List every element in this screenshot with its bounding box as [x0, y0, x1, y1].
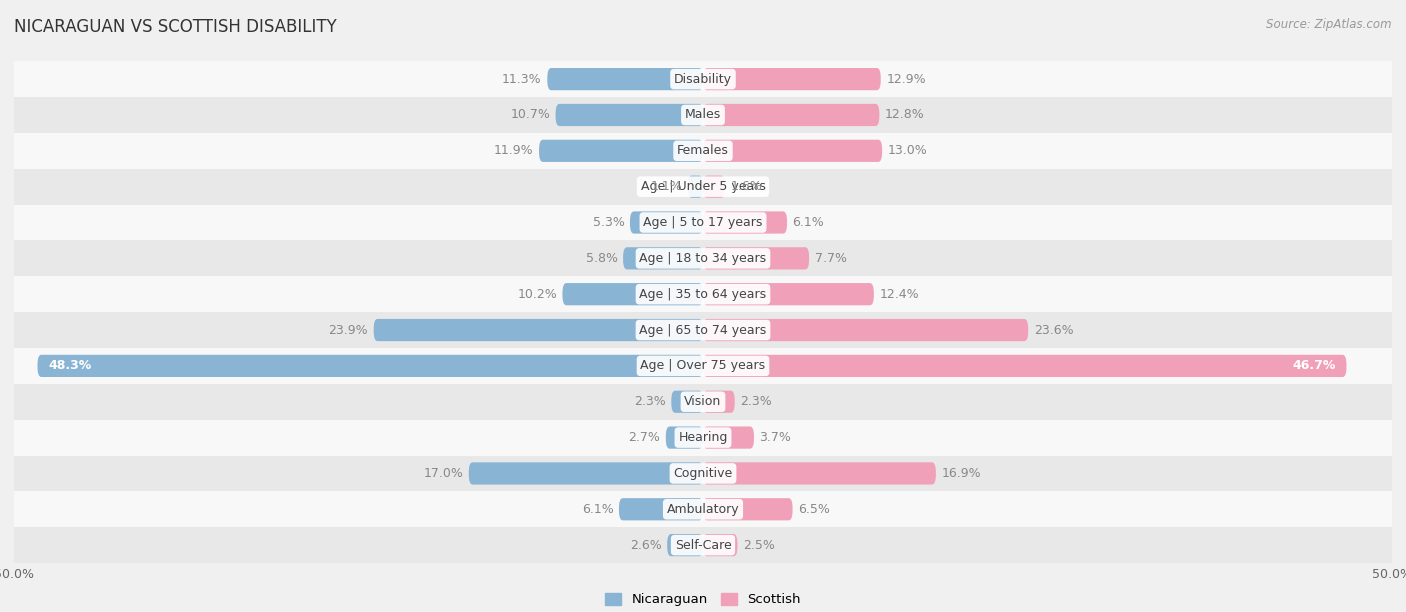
Text: 2.5%: 2.5% — [742, 539, 775, 551]
Text: Vision: Vision — [685, 395, 721, 408]
FancyBboxPatch shape — [547, 68, 703, 90]
Bar — [14, 61, 1392, 97]
FancyBboxPatch shape — [703, 176, 725, 198]
Text: 11.3%: 11.3% — [502, 73, 541, 86]
Text: Source: ZipAtlas.com: Source: ZipAtlas.com — [1267, 18, 1392, 31]
Text: 3.7%: 3.7% — [759, 431, 792, 444]
Text: 12.8%: 12.8% — [884, 108, 925, 121]
Text: 2.6%: 2.6% — [630, 539, 662, 551]
FancyBboxPatch shape — [630, 211, 703, 234]
Text: 6.5%: 6.5% — [799, 503, 830, 516]
FancyBboxPatch shape — [703, 427, 754, 449]
FancyBboxPatch shape — [666, 427, 703, 449]
Text: 48.3%: 48.3% — [48, 359, 91, 372]
Text: 11.9%: 11.9% — [494, 144, 533, 157]
Text: 7.7%: 7.7% — [814, 252, 846, 265]
Text: Age | Over 75 years: Age | Over 75 years — [641, 359, 765, 372]
Text: 6.1%: 6.1% — [582, 503, 613, 516]
FancyBboxPatch shape — [703, 104, 879, 126]
Text: 12.4%: 12.4% — [879, 288, 920, 300]
Text: Age | 18 to 34 years: Age | 18 to 34 years — [640, 252, 766, 265]
Bar — [14, 241, 1392, 276]
Text: 46.7%: 46.7% — [1292, 359, 1336, 372]
Text: Disability: Disability — [673, 73, 733, 86]
Text: Males: Males — [685, 108, 721, 121]
FancyBboxPatch shape — [562, 283, 703, 305]
Text: 16.9%: 16.9% — [942, 467, 981, 480]
FancyBboxPatch shape — [703, 68, 880, 90]
Text: 23.9%: 23.9% — [329, 324, 368, 337]
FancyBboxPatch shape — [623, 247, 703, 269]
FancyBboxPatch shape — [38, 355, 703, 377]
FancyBboxPatch shape — [671, 390, 703, 413]
Text: NICARAGUAN VS SCOTTISH DISABILITY: NICARAGUAN VS SCOTTISH DISABILITY — [14, 18, 337, 36]
FancyBboxPatch shape — [703, 319, 1028, 341]
Bar — [14, 276, 1392, 312]
Text: 23.6%: 23.6% — [1033, 324, 1073, 337]
Text: 1.1%: 1.1% — [651, 180, 682, 193]
Text: Age | 35 to 64 years: Age | 35 to 64 years — [640, 288, 766, 300]
Bar — [14, 527, 1392, 563]
Bar — [14, 97, 1392, 133]
Text: Cognitive: Cognitive — [673, 467, 733, 480]
FancyBboxPatch shape — [374, 319, 703, 341]
FancyBboxPatch shape — [619, 498, 703, 520]
FancyBboxPatch shape — [703, 283, 875, 305]
Text: 2.3%: 2.3% — [740, 395, 772, 408]
FancyBboxPatch shape — [703, 462, 936, 485]
Text: 5.3%: 5.3% — [592, 216, 624, 229]
FancyBboxPatch shape — [468, 462, 703, 485]
FancyBboxPatch shape — [703, 355, 1347, 377]
Bar — [14, 204, 1392, 241]
Text: 6.1%: 6.1% — [793, 216, 824, 229]
FancyBboxPatch shape — [703, 211, 787, 234]
Text: Females: Females — [678, 144, 728, 157]
Bar — [14, 169, 1392, 204]
Bar — [14, 312, 1392, 348]
Bar — [14, 384, 1392, 420]
FancyBboxPatch shape — [538, 140, 703, 162]
Text: 17.0%: 17.0% — [423, 467, 463, 480]
Text: Age | Under 5 years: Age | Under 5 years — [641, 180, 765, 193]
FancyBboxPatch shape — [703, 498, 793, 520]
Text: 2.7%: 2.7% — [628, 431, 661, 444]
Text: 10.7%: 10.7% — [510, 108, 550, 121]
Text: 12.9%: 12.9% — [886, 73, 927, 86]
Bar — [14, 133, 1392, 169]
Text: Hearing: Hearing — [678, 431, 728, 444]
FancyBboxPatch shape — [668, 534, 703, 556]
Text: 5.8%: 5.8% — [585, 252, 617, 265]
Text: Age | 5 to 17 years: Age | 5 to 17 years — [644, 216, 762, 229]
FancyBboxPatch shape — [703, 534, 738, 556]
Legend: Nicaraguan, Scottish: Nicaraguan, Scottish — [600, 588, 806, 611]
Text: 10.2%: 10.2% — [517, 288, 557, 300]
Bar — [14, 455, 1392, 491]
Bar — [14, 348, 1392, 384]
Text: Ambulatory: Ambulatory — [666, 503, 740, 516]
Text: 1.6%: 1.6% — [731, 180, 762, 193]
Text: Age | 65 to 74 years: Age | 65 to 74 years — [640, 324, 766, 337]
FancyBboxPatch shape — [703, 247, 808, 269]
FancyBboxPatch shape — [703, 140, 882, 162]
Text: Self-Care: Self-Care — [675, 539, 731, 551]
Bar — [14, 491, 1392, 527]
Text: 13.0%: 13.0% — [887, 144, 928, 157]
Bar — [14, 420, 1392, 455]
FancyBboxPatch shape — [703, 390, 735, 413]
Text: 2.3%: 2.3% — [634, 395, 666, 408]
FancyBboxPatch shape — [688, 176, 703, 198]
FancyBboxPatch shape — [555, 104, 703, 126]
